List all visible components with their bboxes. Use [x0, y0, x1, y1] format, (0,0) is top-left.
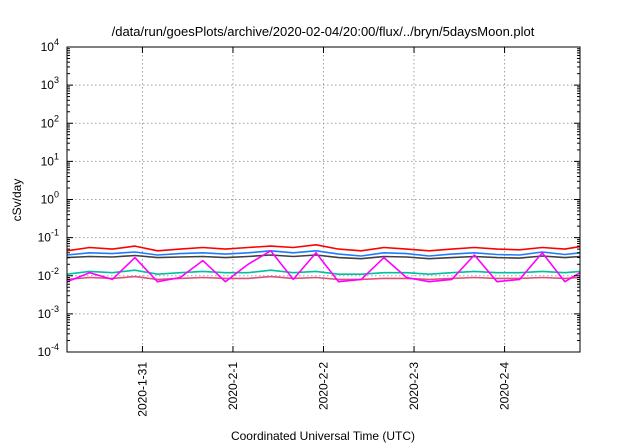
y-tick-label: 101 [41, 151, 59, 168]
y-tick-label: 102 [41, 113, 59, 130]
chart-title: /data/run/goesPlots/archive/2020-02-04/2… [112, 24, 535, 39]
y-tick-label: 10-3 [38, 304, 59, 321]
y-tick-labels: 10-4 10-3 10-2 10-1 100 101 102 103 104 [38, 37, 59, 359]
x-tick-label: 2020-2-3 [407, 362, 421, 410]
y-tick-label: 100 [41, 190, 59, 207]
y-tick-label: 10-2 [38, 266, 59, 283]
series-line-3 [66, 254, 581, 260]
x-tick-label: 2020-2-1 [226, 362, 240, 410]
series-line-4 [66, 269, 581, 276]
series-layer [66, 244, 581, 283]
x-tick-label: 2020-2-4 [498, 362, 512, 410]
series-line-5 [66, 275, 581, 281]
ticks [67, 46, 580, 353]
y-axis-label: cSv/day [10, 179, 24, 222]
series-line-2 [66, 250, 581, 257]
x-tick-label: 2020-1-31 [135, 362, 149, 417]
x-axis-label: Coordinated Universal Time (UTC) [231, 429, 415, 443]
series-line-1 [66, 244, 581, 252]
grid [67, 47, 580, 352]
x-tick-label: 2020-2-2 [317, 362, 331, 410]
series-line-6 [66, 250, 581, 283]
x-tick-labels: 2020-1-31 2020-2-1 2020-2-2 2020-2-3 2020-2-… [135, 362, 511, 417]
y-tick-label: 104 [41, 37, 59, 54]
y-tick-label: 103 [41, 75, 59, 92]
y-tick-label: 10-4 [38, 342, 59, 359]
y-tick-label: 10-1 [38, 228, 59, 245]
